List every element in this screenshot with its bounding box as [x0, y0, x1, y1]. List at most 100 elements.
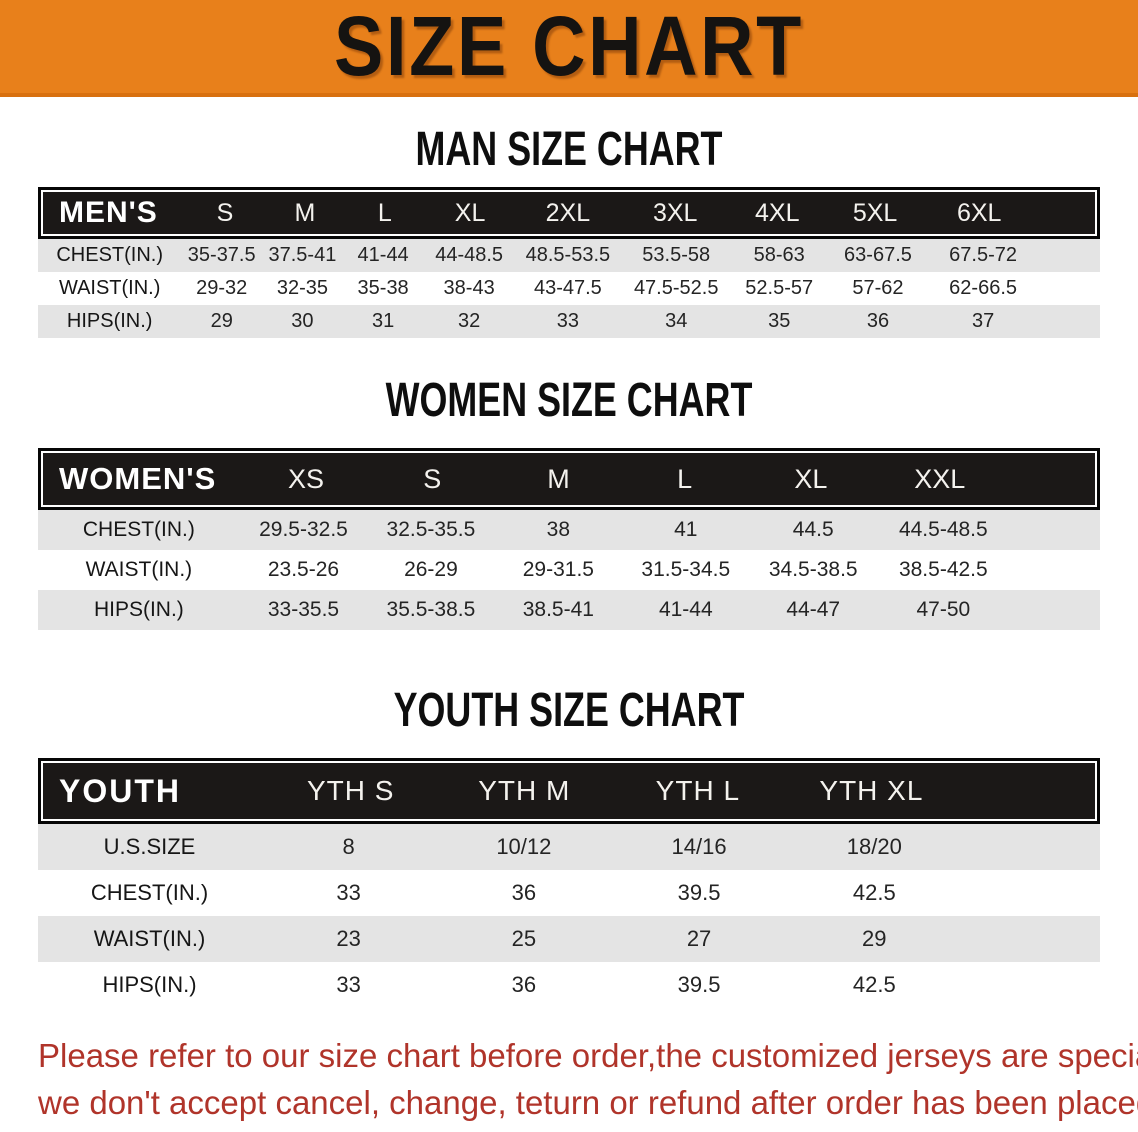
table-header-label: YOUTH — [59, 772, 181, 809]
table-cell: 31.5-34.5 — [641, 558, 731, 581]
table-cell: 29.5-32.5 — [259, 518, 348, 541]
table-cell: 27 — [686, 926, 712, 951]
table-row: U.S.SIZE 8 10/12 14/16 18/20 — [38, 824, 1100, 870]
table-cell: 31 — [371, 310, 395, 332]
column-header-1: S — [216, 198, 234, 227]
table-row: HIPS(IN.) 33-35.5 35.5-38.5 38.5-41 41-44 44-… — [38, 590, 1100, 630]
row-label: WAIST(IN.) — [85, 558, 193, 581]
table-header-row: WOMEN'S XS S M L XL XXL — [43, 453, 1095, 505]
disclaimer-line-1: Please refer to our size chart before or… — [38, 1037, 1138, 1074]
disclaimer: Please refer to our size chart before or… — [38, 1032, 1138, 1126]
table-cell: 41-44 — [357, 244, 409, 266]
column-header-2: S — [423, 463, 442, 494]
table-cell: 39.5 — [677, 880, 721, 905]
size-table-mens: MEN'S S M L XL 2XL 3XL 4XL 5XL 6XL CHEST(IN.) 35-37… — [38, 187, 1100, 338]
table-body: CHEST(IN.) 29.5-32.5 32.5-35.5 38 41 44.5 44.5… — [38, 510, 1100, 630]
row-label: WAIST(IN.) — [58, 277, 161, 299]
table-cell: 36 — [511, 972, 537, 997]
table-cell: 57-62 — [852, 277, 904, 299]
size-section-mens: MAN SIZE CHART MEN'S S M L XL 2XL 3XL 4XL 5XL 6XL C… — [0, 120, 1138, 338]
table-cell: 32.5-35.5 — [386, 518, 476, 541]
table-cell: 44.5-48.5 — [898, 518, 988, 541]
row-label: HIPS(IN.) — [102, 972, 197, 997]
table-cell: 18/20 — [846, 834, 902, 859]
row-label: CHEST(IN.) — [56, 244, 164, 266]
table-cell: 37.5-41 — [268, 244, 337, 266]
table-cell: 23 — [336, 926, 361, 951]
table-cell: 35 — [768, 310, 791, 332]
table-cell: 36 — [866, 310, 890, 332]
table-row: WAIST(IN.) 23 25 27 29 — [38, 916, 1100, 962]
table-cell: 34 — [665, 310, 688, 332]
table-cell: 35-37.5 — [187, 244, 256, 266]
table-cell: 35-38 — [357, 277, 409, 299]
table-cell: 47.5-52.5 — [633, 277, 719, 299]
size-chart-sections: MAN SIZE CHART MEN'S S M L XL 2XL 3XL 4XL 5XL 6XL C… — [0, 120, 1138, 1008]
table-row: CHEST(IN.) 33 36 39.5 42.5 — [38, 870, 1100, 916]
table-row: CHEST(IN.) 29.5-32.5 32.5-35.5 38 41 44.5 44.5… — [38, 510, 1100, 550]
column-header-4: YTH XL — [819, 775, 924, 806]
row-label: CHEST(IN.) — [90, 880, 209, 905]
column-header-3: M — [547, 463, 570, 494]
table-cell: 38.5-42.5 — [898, 558, 988, 581]
table-cell: 29-32 — [196, 277, 248, 299]
table-cell: 43-47.5 — [533, 277, 602, 299]
table-cell: 39.5 — [677, 972, 721, 997]
table-cell: 23.5-26 — [267, 558, 340, 581]
column-header-5: XL — [794, 463, 828, 494]
table-row: HIPS(IN.) 33 36 39.5 42.5 — [38, 962, 1100, 1008]
table-cell: 38.5-41 — [522, 598, 594, 621]
table-cell: 33 — [336, 880, 361, 905]
table-cell: 33 — [556, 310, 580, 332]
table-cell: 67.5-72 — [949, 244, 1018, 266]
size-table-youth: YOUTH YTH S YTH M YTH L YTH XL U.S.SIZE 8 10/12… — [38, 758, 1100, 1008]
section-title-womens: WOMEN SIZE CHART — [385, 371, 753, 427]
table-cell: 32 — [458, 310, 481, 332]
table-cell: 25 — [511, 926, 537, 951]
table-cell: 47-50 — [916, 598, 971, 621]
column-header-2: YTH M — [478, 775, 571, 806]
column-header-8: 5XL — [852, 198, 898, 227]
table-header-label: WOMEN'S — [59, 461, 217, 496]
table-row: WAIST(IN.) 23.5-26 26-29 29-31.5 31.5-34.5 34… — [38, 550, 1100, 590]
table-cell: 33 — [336, 972, 361, 997]
row-label: CHEST(IN.) — [82, 518, 195, 541]
table-cell: 35.5-38.5 — [386, 598, 476, 621]
column-header-4: XL — [454, 198, 486, 227]
column-header-4: L — [677, 463, 693, 494]
table-cell: 29 — [862, 926, 887, 951]
table-cell: 48.5-53.5 — [525, 244, 611, 266]
table-cell: 52.5-57 — [745, 277, 814, 299]
column-header-3: L — [377, 198, 392, 227]
table-cell: 53.5-58 — [642, 244, 711, 266]
table-cell: 62-66.5 — [949, 277, 1018, 299]
table-cell: 29 — [210, 310, 233, 332]
table-header-row: MEN'S S M L XL 2XL 3XL 4XL 5XL 6XL — [43, 192, 1095, 234]
column-header-7: 4XL — [754, 198, 800, 227]
table-cell: 37 — [971, 310, 995, 332]
size-section-youth: YOUTH SIZE CHART YOUTH YTH S YTH M YTH L YTH … — [0, 683, 1138, 1008]
table-cell: 44-47 — [786, 598, 841, 621]
table-cell: 58-63 — [753, 244, 805, 266]
table-cell: 10/12 — [496, 834, 552, 859]
column-header-1: XS — [287, 463, 324, 494]
table-cell: 38-43 — [443, 277, 495, 299]
column-header-6: 3XL — [652, 198, 698, 227]
section-title-mens: MAN SIZE CHART — [415, 120, 723, 176]
row-label: WAIST(IN.) — [93, 926, 206, 951]
table-cell: 44-48.5 — [435, 244, 504, 266]
table-header-frame: MEN'S S M L XL 2XL 3XL 4XL 5XL 6XL — [38, 187, 1100, 239]
table-row: WAIST(IN.) 29-32 32-35 35-38 38-43 43-47.5 47.… — [38, 272, 1100, 305]
disclaimer-line-2: we don't accept cancel, change, teturn o… — [38, 1084, 1138, 1121]
column-header-1: YTH S — [306, 775, 395, 806]
table-cell: 38 — [546, 518, 571, 541]
table-cell: 42.5 — [852, 972, 896, 997]
table-cell: 30 — [291, 310, 314, 332]
column-header-3: YTH L — [655, 775, 741, 806]
table-header-frame: YOUTH YTH S YTH M YTH L YTH XL — [38, 758, 1100, 824]
table-cell: 34.5-38.5 — [768, 558, 858, 581]
table-cell: 8 — [342, 834, 355, 859]
table-cell: 63-67.5 — [844, 244, 912, 266]
column-header-5: 2XL — [545, 198, 591, 227]
table-cell: 33-35.5 — [267, 598, 340, 621]
